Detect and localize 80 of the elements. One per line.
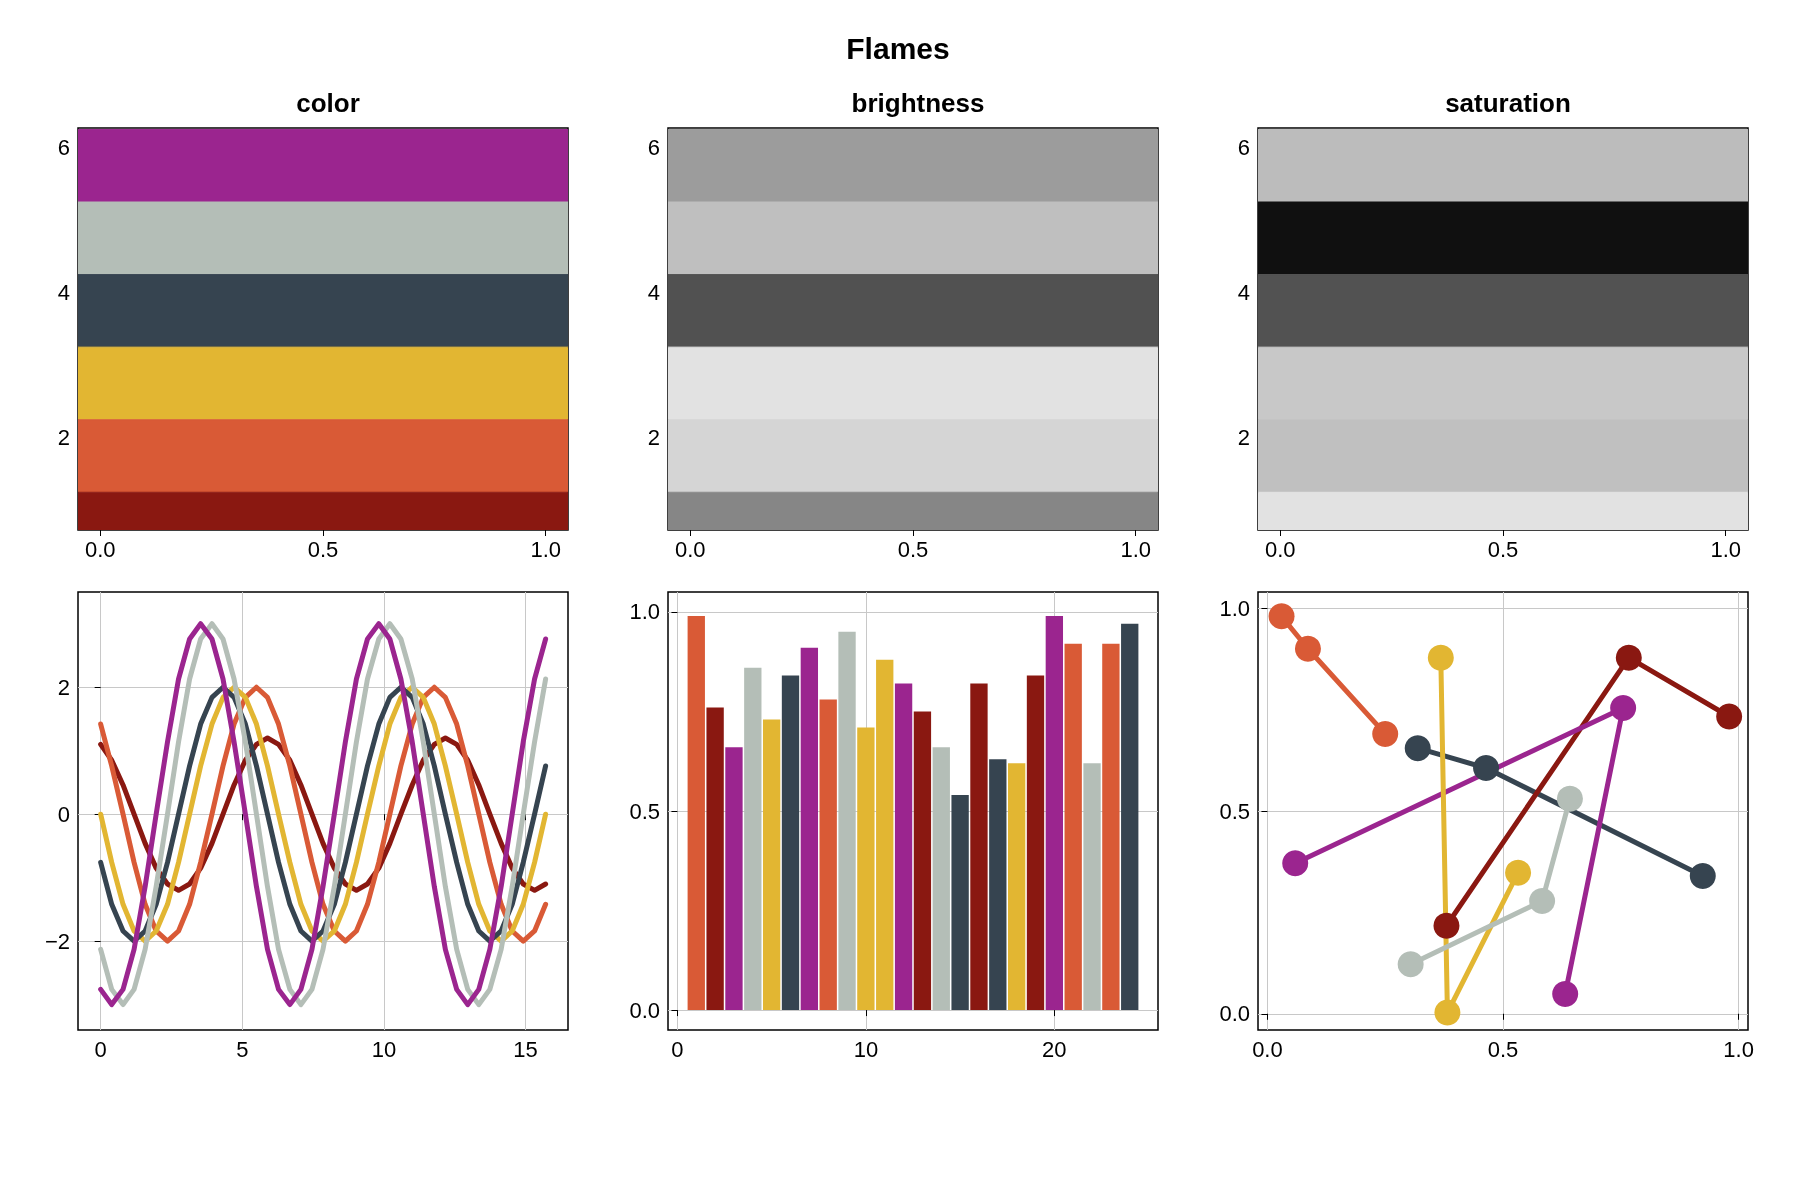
bar (1102, 643, 1120, 1011)
x-tick-label: 0.0 (84, 536, 116, 562)
x-tick-label: 0.0 (674, 536, 706, 562)
point (1556, 785, 1583, 812)
bar (1007, 763, 1026, 1011)
point (1689, 862, 1716, 889)
point (1294, 635, 1321, 662)
x-tick-label: 0.5 (1487, 536, 1519, 562)
chart-title: saturation (1445, 88, 1571, 118)
x-tick-label: 0 (671, 1036, 684, 1062)
y-tick-label: 2 (647, 425, 660, 451)
x-tick-label: 0.5 (1487, 1036, 1519, 1062)
y-tick-label: 2 (1237, 425, 1250, 451)
bar (762, 719, 781, 1011)
x-tick-label: 0.0 (1264, 536, 1296, 562)
bar (744, 667, 762, 1011)
x-tick-label: 0.5 (897, 536, 929, 562)
y-tick-label: −2 (44, 928, 70, 954)
x-tick-label: 5 (236, 1036, 249, 1062)
y-tick-label: 4 (57, 280, 70, 306)
point (1552, 980, 1579, 1007)
bar (687, 615, 705, 1011)
bar (1026, 675, 1045, 1011)
chart-title: brightness (851, 88, 985, 118)
bar (1121, 623, 1139, 1011)
x-tick-label: 10 (853, 1036, 879, 1062)
point (1433, 912, 1460, 939)
point (1615, 644, 1642, 671)
x-tick-label: 20 (1042, 1036, 1067, 1062)
bar (970, 683, 988, 1011)
point (1529, 888, 1556, 915)
y-tick-label: 0.0 (1219, 1001, 1250, 1027)
point (1610, 694, 1637, 721)
x-tick-label: 1.0 (530, 536, 562, 562)
x-tick-label: 0.5 (307, 536, 339, 562)
bar (781, 675, 800, 1011)
x-tick-label: 0 (94, 1036, 107, 1062)
point (1427, 644, 1454, 671)
y-tick-label: 6 (1237, 135, 1250, 161)
x-tick-label: 1.0 (1120, 536, 1152, 562)
y-tick-label: 4 (647, 280, 660, 306)
y-tick-label: 6 (647, 135, 660, 161)
point (1716, 703, 1743, 730)
bar (1083, 763, 1101, 1011)
bar (819, 699, 837, 1011)
bar (913, 711, 932, 1011)
point (1404, 735, 1431, 762)
point (1397, 951, 1424, 978)
bar (1045, 615, 1064, 1011)
point (1434, 999, 1461, 1026)
chart-title: color (296, 88, 360, 118)
bar (838, 631, 856, 1011)
y-tick-label: 2 (57, 425, 70, 451)
bar (932, 747, 950, 1011)
bar (706, 707, 724, 1011)
point (1473, 755, 1500, 781)
point (1282, 850, 1309, 877)
bar (725, 747, 743, 1011)
y-tick-label: 1.0 (629, 599, 660, 625)
y-tick-label: 1.0 (1219, 595, 1250, 621)
y-tick-label: 4 (1237, 280, 1250, 306)
bar (951, 795, 969, 1011)
y-tick-label: 0 (57, 801, 70, 827)
point (1372, 720, 1399, 747)
x-tick-label: 15 (513, 1036, 538, 1062)
bar (989, 759, 1007, 1011)
y-tick-label: 0.5 (629, 798, 660, 824)
y-tick-label: 2 (57, 674, 70, 700)
x-tick-label: 10 (371, 1036, 397, 1062)
x-tick-label: 1.0 (1710, 536, 1742, 562)
point (1268, 603, 1295, 630)
text: Flames (845, 31, 951, 67)
x-tick-label: 1.0 (1723, 1036, 1754, 1062)
y-tick-label: 0.5 (1219, 798, 1250, 824)
bar (800, 647, 819, 1011)
point (1505, 859, 1532, 886)
y-tick-label: 0.0 (629, 997, 660, 1023)
bar (894, 683, 913, 1011)
y-tick-label: 6 (57, 135, 70, 161)
bar (1064, 643, 1082, 1011)
